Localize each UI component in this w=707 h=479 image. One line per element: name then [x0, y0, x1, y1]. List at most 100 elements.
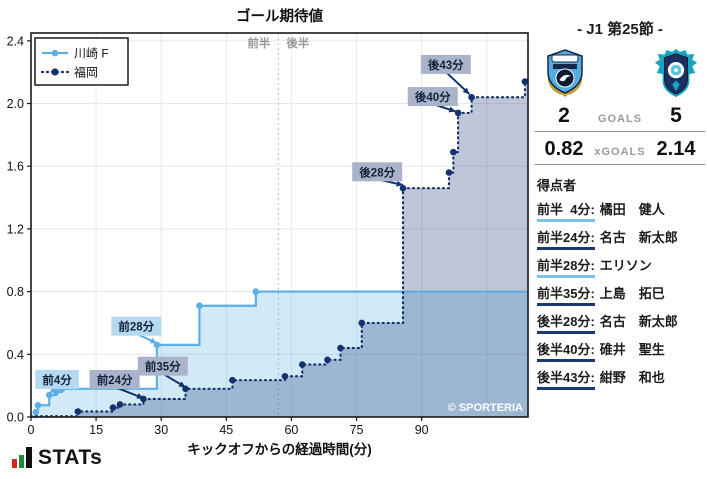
fukuoka-shot-marker — [116, 401, 124, 408]
scorer-time: 後半40分: — [537, 341, 595, 362]
divider — [535, 164, 705, 165]
x-tick-label: 60 — [284, 423, 298, 437]
match-summary-panel: - J1 第25節 - — [535, 18, 705, 397]
y-tick-label: 0.8 — [7, 285, 24, 299]
scorer-name: 紺野 和也 — [599, 370, 665, 385]
annotation-arrowhead — [178, 381, 186, 388]
home-goals: 2 — [558, 104, 570, 127]
scorer-time: 前半 4分: — [537, 201, 595, 222]
stats-logo-icon — [12, 446, 32, 468]
scorer-time: 前半35分: — [537, 285, 595, 306]
plot-border — [30, 32, 529, 418]
stats-logo: STATs — [12, 446, 102, 468]
fukuoka-shot-marker — [358, 319, 366, 327]
y-tick-label: 0.4 — [7, 348, 24, 362]
scorer-name: 上島 拓巳 — [599, 286, 665, 301]
away-goals: 5 — [670, 104, 682, 127]
scorers-list: 前半 4分: 橘田 健人 前半24分: 名古 新太郎前半28分: エリソン 前半35分: 上… — [535, 201, 705, 390]
logo-bar-red — [12, 459, 17, 468]
scorer-name: 橘田 健人 — [599, 202, 665, 217]
sporteria-watermark: © SPORTERIA — [448, 402, 523, 414]
scorer-row: 前半24分: 名古 新太郎 — [537, 229, 705, 250]
annotation-arrowhead — [49, 387, 57, 394]
fukuoka-xg-fill — [31, 81, 528, 417]
scorer-name: 名古 新太郎 — [599, 230, 678, 245]
legend-label-fukuoka: 福岡 — [74, 65, 98, 80]
scorer-time: 後半43分: — [537, 369, 595, 390]
y-tick-label: 1.6 — [7, 160, 24, 174]
away-xgoals: 2.14 — [656, 138, 696, 160]
x-axis-label: キックオフからの経過時間(分) — [187, 441, 372, 457]
annotation-arrowhead — [396, 180, 403, 187]
scorers-title: 得点者 — [537, 178, 577, 193]
legend — [34, 37, 129, 86]
x-tick-label: 90 — [415, 423, 429, 437]
round-title: - J1 第25節 - — [577, 21, 663, 38]
scorer-row: 前半28分: エリソン — [537, 257, 705, 278]
annotation-box — [352, 162, 403, 182]
x-tick-label: 45 — [219, 423, 233, 437]
annotation-arrowhead — [136, 393, 144, 399]
annotation-box — [35, 369, 79, 389]
y-tick-label: 2.0 — [7, 97, 24, 111]
fukuoka-shot-marker — [521, 78, 529, 85]
xgoals-row: 0.82 xGOALS 2.14 — [535, 138, 705, 161]
goals-label: GOALS — [597, 113, 643, 125]
x-tick-label: 0 — [28, 423, 35, 437]
annotation-box — [407, 87, 458, 107]
fukuoka-shot-marker — [337, 344, 344, 352]
x-tick-label: 75 — [350, 423, 364, 437]
fukuoka-shot-marker — [298, 361, 306, 368]
first-half-label: 前半 — [247, 36, 270, 50]
fukuoka-crest-icon — [654, 49, 698, 97]
annotation-label: 前4分 — [42, 373, 72, 387]
fukuoka-shot-marker — [454, 109, 462, 117]
legend-marker-fukuoka — [51, 68, 59, 76]
goals-row: 2 GOALS 5 — [535, 104, 705, 128]
annotation-box — [420, 54, 471, 74]
xgoals-label: xGOALS — [594, 146, 646, 158]
x-tick-label: 30 — [154, 423, 168, 437]
fukuoka-shot-marker — [399, 184, 407, 192]
fukuoka-shot-marker — [281, 372, 289, 380]
logo-bar-black — [26, 447, 32, 468]
fukuoka-shot-marker — [324, 356, 331, 364]
legend-marker-kawasaki — [51, 49, 59, 57]
scorer-row: 前半 4分: 橘田 健人 — [537, 201, 705, 222]
scorer-row: 後半28分: 名古 新太郎 — [537, 313, 705, 334]
scorer-name: 碓井 聖生 — [599, 342, 665, 357]
scorer-time: 前半28分: — [537, 257, 595, 278]
y-tick-label: 0.0 — [7, 411, 24, 425]
fukuoka-shot-marker — [445, 169, 453, 176]
annotation-label: 前28分 — [118, 320, 154, 334]
logo-bar-green — [19, 455, 24, 468]
annotation-label: 前24分 — [97, 373, 133, 387]
fukuoka-shot-marker — [229, 376, 236, 384]
kawasaki-shot-marker — [252, 288, 260, 295]
scorer-row: 前半35分: 上島 拓巳 — [537, 285, 705, 306]
annotation-label: 後28分 — [359, 165, 395, 179]
annotation-arrowhead — [448, 106, 456, 113]
annotation-box — [89, 369, 140, 389]
annotation-box — [111, 316, 162, 336]
scorer-time: 後半28分: — [537, 313, 595, 334]
legend-label-kawasaki: 川崎 F — [74, 47, 109, 61]
divider — [535, 131, 705, 132]
chart-title: ゴール期待値 — [236, 7, 323, 25]
kawasaki-crest-icon — [547, 49, 583, 97]
scorer-time: 前半24分: — [537, 229, 595, 250]
kawasaki-shot-marker — [32, 408, 40, 416]
annotation-arrowhead — [149, 337, 157, 344]
y-tick-label: 2.4 — [7, 34, 24, 48]
y-tick-label: 1.2 — [7, 222, 24, 236]
kawasaki-shot-marker — [196, 302, 203, 310]
stats-logo-text: STATs — [38, 446, 103, 469]
xg-chart: 前半 後半 前4分 前24分 前28分 前35分 後28分 後40分 後43分 0.0 0.4 0.8… — [7, 7, 530, 468]
home-xgoals: 0.82 — [544, 138, 584, 160]
annotation-box — [137, 356, 188, 376]
second-half-label: 後半 — [286, 36, 309, 50]
scorer-row: 後半43分: 紺野 和也 — [537, 369, 705, 390]
annotation-label: 後43分 — [428, 58, 464, 72]
